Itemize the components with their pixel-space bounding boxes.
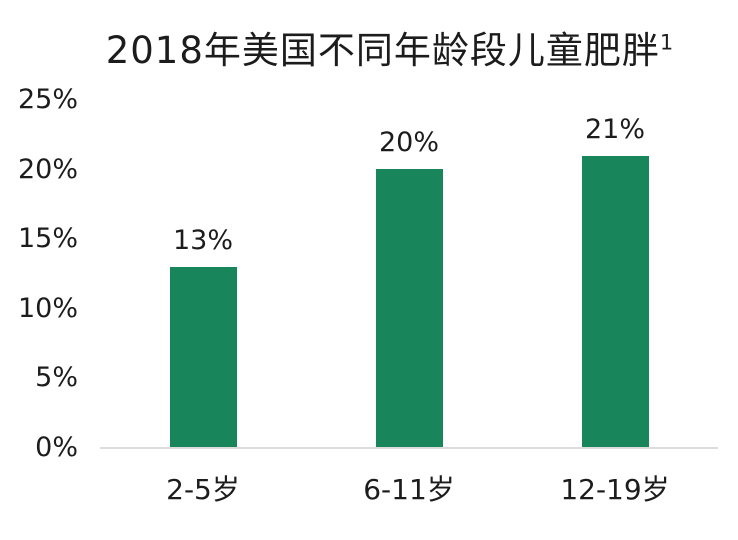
chart-title-superscript: 1 — [659, 30, 675, 55]
y-tick-label: 25% — [17, 84, 78, 115]
y-tick-label: 0% — [35, 431, 78, 463]
bar — [581, 155, 649, 447]
bar — [375, 169, 443, 447]
y-tick-label: 5% — [35, 362, 78, 394]
x-axis-label: 12-19岁 — [560, 473, 670, 506]
chart-title: 2018年美国不同年龄段儿童肥胖1 — [60, 20, 720, 74]
bar — [169, 266, 237, 447]
y-tick-label: 10% — [17, 292, 78, 324]
bar-slot: 21% — [512, 100, 718, 447]
bar-value-label: 13% — [172, 224, 233, 256]
y-tick-label: 15% — [17, 223, 78, 255]
x-axis-label: 2-5岁 — [166, 473, 240, 506]
bar-slot: 13% — [100, 100, 306, 447]
plot-area: 13% 20% 21% — [100, 100, 718, 449]
x-axis-label: 6-11岁 — [363, 473, 455, 506]
bar-slot: 20% — [306, 100, 512, 447]
bar-value-label: 21% — [584, 113, 645, 145]
y-tick-label: 20% — [17, 153, 78, 185]
chart-title-text: 2018年美国不同年龄段儿童肥胖 — [105, 29, 660, 72]
y-axis: 25% 20% 15% 10% 5% 0% — [0, 84, 100, 463]
bar-value-label: 20% — [378, 127, 439, 159]
x-axis: 2-5岁 6-11岁 12-19岁 — [100, 468, 718, 508]
